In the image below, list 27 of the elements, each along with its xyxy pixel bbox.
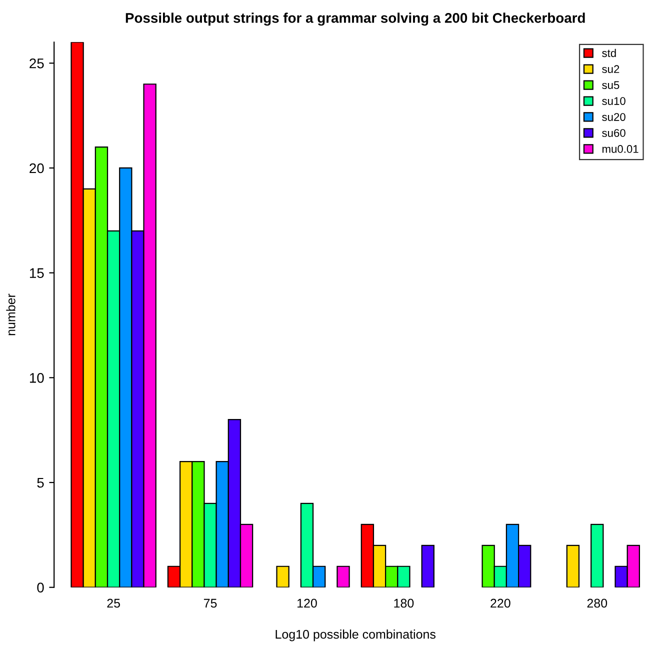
bar bbox=[421, 544, 434, 588]
y-tick-label: 20 bbox=[30, 163, 44, 174]
y-tick-label: 10 bbox=[30, 373, 44, 383]
legend-label: std bbox=[602, 48, 616, 58]
legend-label: mu0.01 bbox=[602, 145, 638, 153]
bar bbox=[276, 566, 290, 588]
chart-title: Possible output strings for a grammar solving a 200 bit Checkerboard bbox=[126, 12, 585, 26]
x-axis-title: Log10 possible combinations bbox=[276, 630, 436, 642]
legend-label: su5 bbox=[602, 81, 620, 90]
legend-label: su2 bbox=[602, 65, 620, 74]
legend-label: su20 bbox=[602, 113, 626, 121]
y-tick-label: 15 bbox=[30, 268, 44, 278]
legend-label: su60 bbox=[602, 129, 626, 137]
x-tick-label: 25 bbox=[107, 598, 120, 608]
x-tick-label: 180 bbox=[394, 598, 414, 608]
y-tick-label: 25 bbox=[30, 58, 44, 68]
y-tick-label: 5 bbox=[37, 478, 44, 488]
bar bbox=[566, 544, 580, 588]
x-tick-label: 75 bbox=[204, 598, 217, 608]
legend-label: su10 bbox=[602, 97, 626, 105]
bar bbox=[590, 524, 604, 588]
y-tick-label: 0 bbox=[37, 582, 44, 593]
x-tick-label: 220 bbox=[490, 598, 510, 608]
bar bbox=[336, 566, 350, 588]
x-tick-label: 280 bbox=[587, 598, 608, 608]
x-tick-label: 120 bbox=[298, 598, 317, 608]
y-axis-title: number bbox=[6, 294, 16, 336]
